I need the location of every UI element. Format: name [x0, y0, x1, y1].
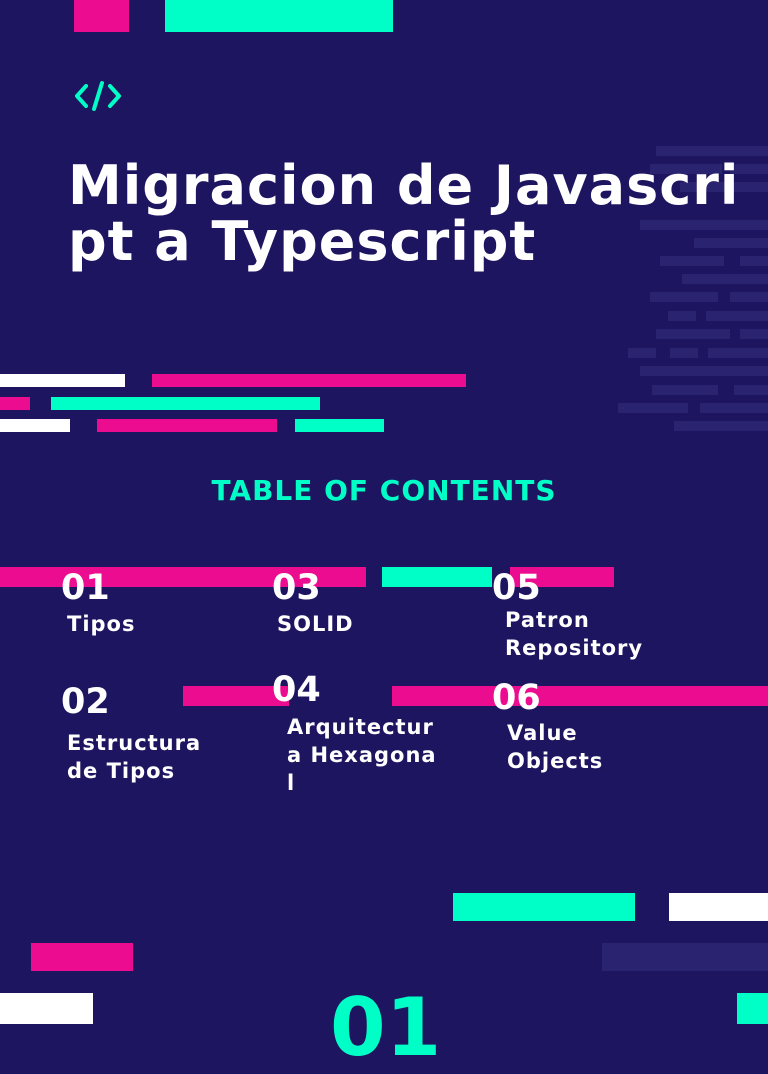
toc-number: 05 [492, 568, 541, 608]
bottom-section-number: 01 [330, 981, 442, 1074]
toc-label: Tipos [67, 612, 136, 636]
code-brackets-icon [75, 81, 121, 111]
toc-number: 02 [61, 682, 110, 722]
toc-number: 04 [272, 670, 321, 710]
top-pink-bar [74, 0, 129, 32]
top-teal-bar [165, 0, 393, 32]
toc-label: Arquitectura Hexagonal [287, 715, 437, 795]
toc-label: Value Objects [507, 721, 604, 773]
slide-title: Migracion de Javascript a Typescript [68, 154, 740, 273]
toc-heading: TABLE OF CONTENTS [211, 474, 557, 507]
toc-label: SOLID [277, 612, 354, 636]
toc-number: 06 [492, 678, 541, 718]
toc-number: 03 [272, 568, 321, 608]
toc-number: 01 [61, 568, 110, 608]
toc-label: Estructura de Tipos [67, 731, 202, 783]
toc-label: Patron Repository [505, 608, 644, 660]
